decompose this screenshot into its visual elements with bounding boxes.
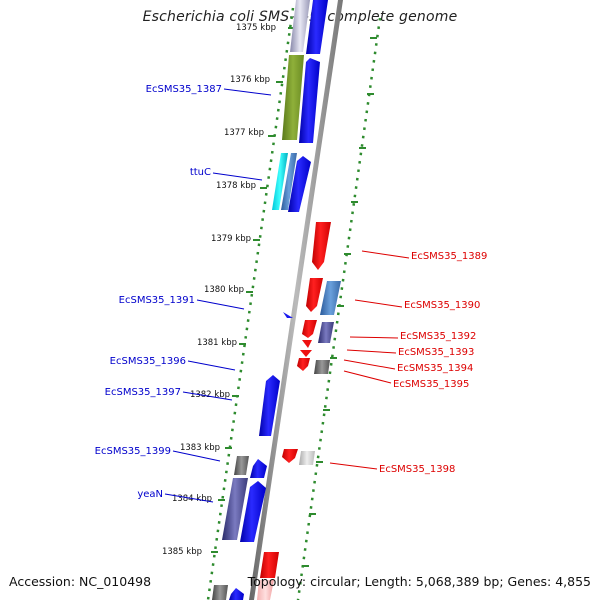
gene-reverse-arrow-1390	[306, 278, 323, 312]
ruler-line-left	[206, 7, 295, 600]
gene-forward-arrow-1387	[299, 58, 320, 143]
gene-reverse-small-1393	[302, 340, 312, 348]
svg-text:1381 kbp: 1381 kbp	[197, 338, 237, 348]
gene-reverse-small-1394	[300, 350, 312, 357]
svg-text:1385 kbp: 1385 kbp	[162, 547, 202, 557]
ruler-tick-1381: 1381 kbp	[197, 338, 337, 359]
gene-forward-small-1391	[283, 312, 293, 318]
svg-text:1382 kbp: 1382 kbp	[190, 390, 230, 400]
svg-text:1377 kbp: 1377 kbp	[224, 128, 264, 138]
svg-text:EcSMS35_1394: EcSMS35_1394	[397, 363, 473, 374]
label-yeaN[interactable]: yeaN	[137, 489, 214, 503]
svg-text:1379 kbp: 1379 kbp	[211, 234, 251, 244]
svg-text:EcSMS35_1392: EcSMS35_1392	[400, 331, 476, 342]
gene-lightgrey-1398	[299, 451, 315, 465]
gene-grey-ttuC-adj	[281, 153, 297, 210]
ruler-tick-1383: 1383 kbp	[180, 443, 323, 463]
svg-text:yeaN: yeaN	[137, 489, 163, 500]
ruler-tick-1380: 1380 kbp	[204, 285, 344, 307]
svg-text:EcSMS35_1397: EcSMS35_1397	[105, 387, 181, 398]
ruler-tick-1382: 1382 kbp	[190, 390, 330, 411]
svg-text:EcSMS35_1393: EcSMS35_1393	[398, 347, 474, 358]
gene-top-pale-left	[290, 0, 310, 52]
svg-text:EcSMS35_1391: EcSMS35_1391	[119, 295, 195, 306]
label-EcSMS35-1392[interactable]: EcSMS35_1392	[349, 331, 476, 342]
svg-text:EcSMS35_1387: EcSMS35_1387	[146, 84, 222, 95]
gene-grey-1395	[314, 360, 330, 374]
ruler-tick-1385: 1385 kbp	[162, 547, 309, 567]
gene-reverse-arrow-1398	[282, 449, 298, 463]
genome-summary-text: Topology: circular; Length: 5,068,389 bp…	[247, 574, 591, 589]
ruler-tick-1378: 1378 kbp	[216, 181, 358, 203]
label-EcSMS35-1399[interactable]: EcSMS35_1399	[95, 446, 221, 462]
svg-text:EcSMS35_1389: EcSMS35_1389	[411, 251, 487, 262]
gene-cyan-ttuC	[272, 153, 288, 210]
gene-olive-cog	[282, 55, 304, 140]
svg-text:EcSMS35_1399: EcSMS35_1399	[95, 446, 171, 457]
ruler-tick-1377: 1377 kbp	[224, 128, 366, 149]
label-ttuC[interactable]: ttuC	[190, 167, 263, 181]
svg-text:1378 kbp: 1378 kbp	[216, 181, 256, 191]
label-EcSMS35-1396[interactable]: EcSMS35_1396	[110, 356, 236, 371]
label-EcSMS35-1393[interactable]: EcSMS35_1393	[346, 347, 474, 358]
svg-text:EcSMS35_1390: EcSMS35_1390	[404, 300, 480, 311]
svg-text:1375 kbp: 1375 kbp	[236, 23, 276, 33]
gene-top-blue-left	[306, 0, 328, 54]
ruler-tick-1379: 1379 kbp	[211, 234, 351, 255]
svg-text:EcSMS35_1398: EcSMS35_1398	[379, 464, 455, 475]
svg-text:1376 kbp: 1376 kbp	[230, 75, 270, 85]
gene-forward-arrow-1397	[259, 375, 280, 436]
ruler-tick-1376: 1376 kbp	[230, 75, 374, 95]
gene-reverse-arrow-1395	[297, 358, 310, 371]
gene-forward-arrow-1399	[250, 459, 267, 478]
gene-bottom-pink-right	[257, 580, 274, 600]
label-EcSMS35-1394[interactable]: EcSMS35_1394	[343, 359, 473, 374]
gene-reverse-arrow-1389	[312, 222, 331, 270]
gene-steel-1390	[320, 281, 341, 315]
gene-bottom-grey-left	[212, 585, 228, 600]
label-EcSMS35-1398[interactable]: EcSMS35_1398	[329, 462, 455, 475]
label-EcSMS35-1389[interactable]: EcSMS35_1389	[361, 250, 487, 262]
label-EcSMS35-1387[interactable]: EcSMS35_1387	[146, 84, 272, 96]
gene-bottom-blue-left	[229, 588, 244, 600]
label-EcSMS35-1390[interactable]: EcSMS35_1390	[354, 299, 480, 311]
gene-forward-arrow-ttuC	[288, 156, 311, 212]
gene-grey-1399	[234, 456, 249, 475]
gene-indigo-1392	[318, 322, 334, 343]
label-EcSMS35-1391[interactable]: EcSMS35_1391	[119, 295, 245, 310]
gene-bottom-red-right	[260, 552, 279, 578]
label-EcSMS35-1395[interactable]: EcSMS35_1395	[343, 370, 469, 390]
genome-backbone	[249, 0, 343, 600]
accession-text: Accession: NC_010498	[9, 574, 152, 589]
svg-text:EcSMS35_1396: EcSMS35_1396	[110, 356, 186, 367]
svg-text:1380 kbp: 1380 kbp	[204, 285, 244, 295]
gene-indigo-yeaN	[222, 478, 248, 540]
svg-text:EcSMS35_1395: EcSMS35_1395	[393, 379, 469, 390]
svg-text:1383 kbp: 1383 kbp	[180, 443, 220, 453]
gene-forward-arrow-yeaN	[240, 481, 266, 542]
label-EcSMS35-1397[interactable]: EcSMS35_1397	[105, 387, 233, 401]
gene-reverse-arrow-1392	[302, 320, 317, 338]
svg-text:ttuC: ttuC	[190, 167, 211, 178]
